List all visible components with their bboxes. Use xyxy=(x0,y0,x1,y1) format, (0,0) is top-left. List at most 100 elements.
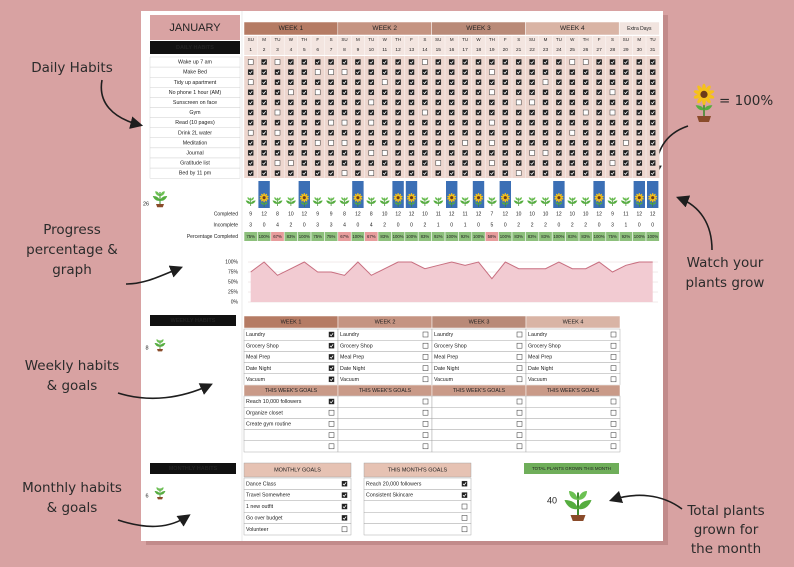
checkbox-tick xyxy=(409,161,414,165)
plant-icon xyxy=(285,197,296,206)
plant-icon xyxy=(433,197,444,206)
checkbox-tick xyxy=(570,151,575,155)
date: 3 xyxy=(276,47,279,53)
checkbox xyxy=(462,129,468,136)
checkbox xyxy=(649,129,656,136)
checkbox-tick xyxy=(543,90,548,95)
checkbox xyxy=(314,99,321,106)
checkbox xyxy=(301,79,308,85)
checkbox xyxy=(381,140,388,146)
weekly-habit: Date Night xyxy=(434,366,460,372)
checkbox xyxy=(610,443,617,450)
percentage-label: 100% xyxy=(647,234,658,239)
checkbox-tick xyxy=(476,60,481,64)
checkbox xyxy=(395,99,401,106)
checkbox xyxy=(569,140,576,146)
checkbox xyxy=(341,515,348,521)
completed-count: 7 xyxy=(491,211,494,217)
checkbox xyxy=(301,89,308,96)
checkbox xyxy=(529,79,535,85)
checkbox xyxy=(596,69,602,75)
checkbox xyxy=(341,129,348,136)
checkbox-tick xyxy=(262,161,267,165)
leaf xyxy=(518,200,524,204)
leaf xyxy=(460,200,466,204)
checkbox xyxy=(422,89,428,96)
checkbox-tick xyxy=(449,141,454,145)
checkbox xyxy=(381,119,388,126)
date: 22 xyxy=(529,47,535,53)
goal-cell xyxy=(363,512,472,524)
percentage-label: 100% xyxy=(393,234,404,239)
goal-cell xyxy=(337,395,433,408)
checkbox-tick xyxy=(624,60,628,64)
checkbox-tick xyxy=(624,100,628,105)
plant-icon xyxy=(486,197,497,206)
month-box xyxy=(150,15,240,40)
checkbox-tick xyxy=(262,70,267,75)
pot xyxy=(157,349,163,352)
checkbox xyxy=(395,160,401,166)
arrow xyxy=(100,79,144,129)
percentage-cell xyxy=(646,232,660,241)
checkbox xyxy=(448,59,455,65)
checkbox xyxy=(301,59,308,65)
incomplete-count: 0 xyxy=(357,222,360,228)
checkbox-tick xyxy=(289,80,293,85)
sunflower-icon xyxy=(648,192,658,207)
plant-icon xyxy=(245,197,256,206)
date: 10 xyxy=(369,47,375,53)
checkbox xyxy=(462,170,468,176)
checkbox-tick xyxy=(329,344,334,348)
section-bar xyxy=(150,315,236,326)
leaf xyxy=(154,491,160,495)
checkbox xyxy=(247,119,254,126)
checkbox xyxy=(435,119,442,126)
checkbox-tick xyxy=(302,80,307,85)
flower-center xyxy=(700,90,708,98)
goal-cell xyxy=(431,440,527,453)
checkbox-tick xyxy=(650,141,655,145)
habit-label: Meditation xyxy=(183,140,207,146)
checkbox-tick xyxy=(396,161,401,165)
checkbox-tick xyxy=(275,100,280,105)
checkbox-tick xyxy=(302,70,307,75)
checkbox xyxy=(569,119,576,126)
checkbox xyxy=(328,409,335,416)
checkbox xyxy=(609,119,616,126)
checkbox xyxy=(435,69,442,75)
checkbox-tick xyxy=(248,121,253,125)
leaf xyxy=(612,200,618,204)
goal-cell xyxy=(363,500,472,513)
checkbox xyxy=(623,170,629,176)
checkbox xyxy=(341,170,348,176)
week-label: WEEK 2 xyxy=(375,319,396,325)
checkbox xyxy=(542,119,549,126)
percentage-label: 83% xyxy=(581,234,590,239)
checkbox-tick xyxy=(530,141,535,145)
checkbox xyxy=(569,59,576,65)
checkbox xyxy=(582,150,589,156)
annotation: grown for xyxy=(694,522,759,538)
checkbox-tick xyxy=(315,161,320,165)
plant-icon xyxy=(272,197,283,206)
total-label: TOTAL PLANTS GROWN THIS MONTH xyxy=(532,466,611,471)
checkbox-tick xyxy=(570,100,575,105)
checkbox-tick xyxy=(396,141,401,145)
checkbox xyxy=(422,409,429,416)
date: 21 xyxy=(516,47,522,53)
checkbox xyxy=(542,109,549,116)
date: 15 xyxy=(436,47,442,53)
checkbox xyxy=(529,89,535,96)
total-bar xyxy=(524,463,619,474)
incomplete-count: 5 xyxy=(491,222,494,228)
percentage-cell xyxy=(498,232,512,241)
goals-title: THIS WEEK'S GOALS xyxy=(547,388,600,394)
checkbox xyxy=(328,421,335,427)
checkbox-tick xyxy=(436,70,441,75)
checkbox-tick xyxy=(248,110,253,115)
completed-count: 12 xyxy=(302,211,308,217)
weekly-habit: Laundry xyxy=(246,332,265,338)
checkbox-tick xyxy=(423,121,427,125)
habit-label: Make Bed xyxy=(183,70,207,76)
